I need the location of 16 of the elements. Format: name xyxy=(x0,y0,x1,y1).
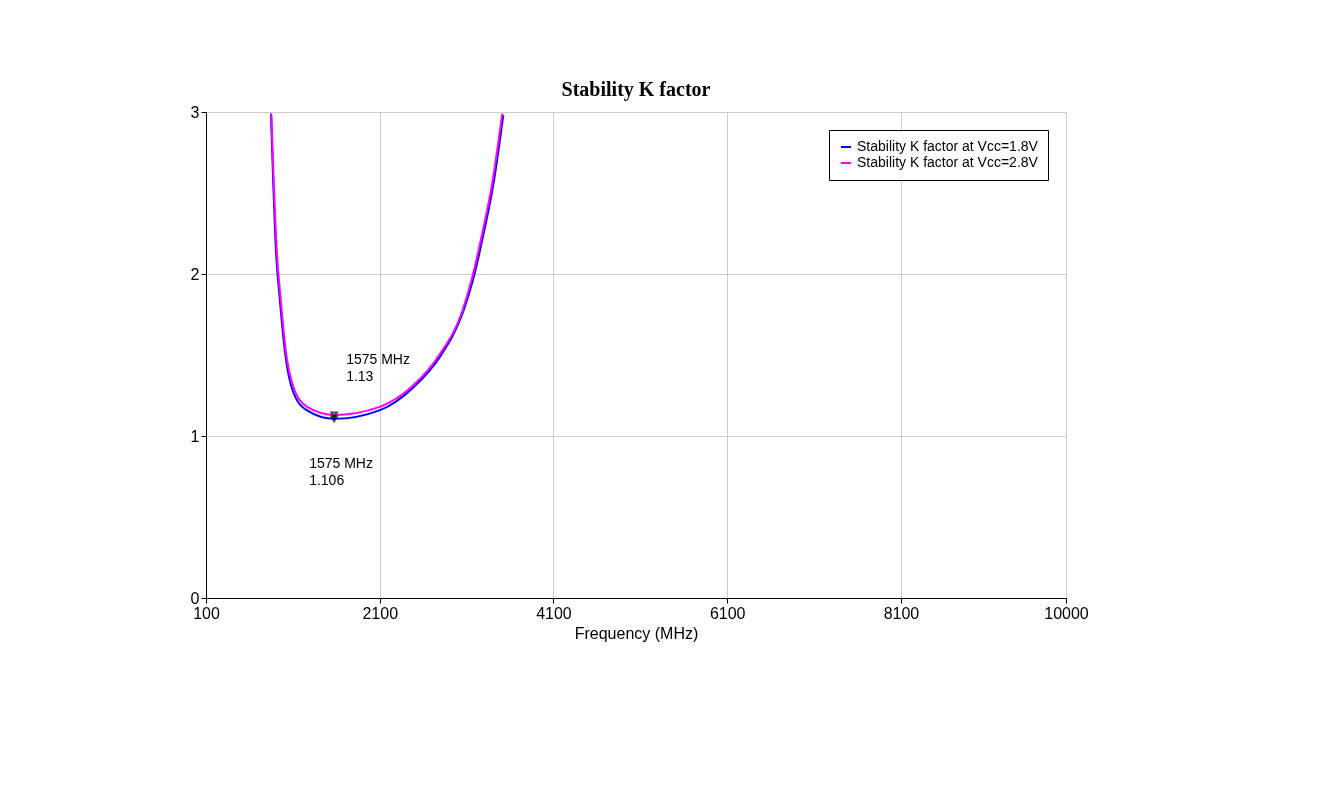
y-tick-label: 2 xyxy=(190,265,200,283)
x-tick-label: 4100 xyxy=(536,604,572,622)
y-tick-label: 3 xyxy=(190,103,200,121)
legend-label: Stability K factor at Vcc=2.8V xyxy=(857,154,1039,170)
x-axis-title: Frequency (MHz) xyxy=(574,624,699,642)
y-tick-label: 1 xyxy=(190,427,200,445)
x-tick-label: 6100 xyxy=(709,604,746,622)
x-tick-label: 10000 xyxy=(1044,604,1089,622)
annotation: 1575 MHz 1.13 xyxy=(346,350,410,384)
chart-title: Stability K factor xyxy=(561,78,711,101)
y-tick-label: 0 xyxy=(190,589,200,607)
x-tick-label: 100 xyxy=(193,604,220,622)
x-tick-label: 2100 xyxy=(362,604,399,622)
annotation: 1575 MHz 1.106 xyxy=(309,454,373,488)
legend-label: Stability K factor at Vcc=1.8V xyxy=(857,138,1039,154)
x-tick-label: 8100 xyxy=(883,604,920,622)
